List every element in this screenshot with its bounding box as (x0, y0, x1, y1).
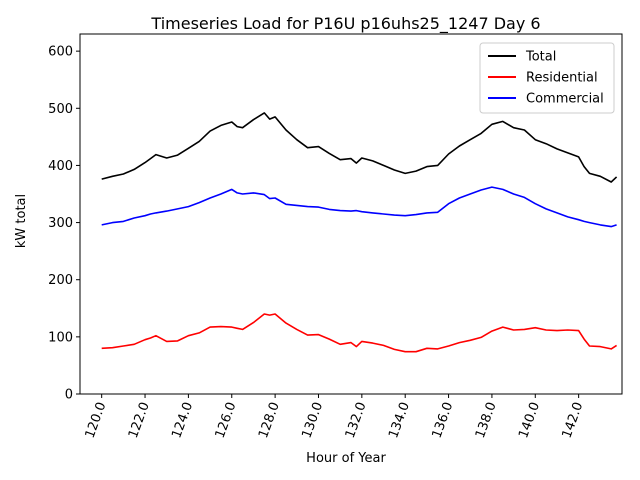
x-axis-label: Hour of Year (306, 451, 386, 466)
x-tick-label: 136.0 (429, 400, 456, 440)
x-tick-label: 142.0 (560, 400, 587, 440)
x-tick-label: 126.0 (213, 400, 240, 440)
legend: Total Residential Commercial (479, 42, 615, 114)
x-tick-label: 140.0 (516, 400, 543, 440)
x-tick-label: 138.0 (473, 400, 500, 440)
series-lines (101, 112, 618, 353)
plot-area-frame (79, 33, 623, 395)
x-tick-label: 122.0 (126, 400, 153, 440)
y-tick-label: 500 (48, 102, 73, 117)
y-ticks: 0 100 200 300 400 500 600 (48, 45, 80, 403)
x-tick-label: 134.0 (386, 400, 413, 440)
y-axis-label: kW total (14, 194, 29, 248)
chart-title: Timeseries Load for P16U p16uhs25_1247 D… (150, 14, 540, 34)
y-tick-label: 100 (48, 330, 73, 345)
legend-label-total: Total (525, 50, 556, 65)
legend-label-residential: Residential (526, 71, 598, 86)
legend-box (479, 42, 615, 114)
x-tick-label: 124.0 (169, 400, 196, 440)
y-tick-label: 200 (48, 273, 73, 288)
y-tick-label: 400 (48, 159, 73, 174)
x-tick-label: 128.0 (256, 400, 283, 440)
x-ticks: 120.0 122.0 124.0 126.0 128.0 130.0 132.0 134.0… (83, 394, 587, 440)
y-tick-label: 0 (65, 388, 73, 403)
series-line-commercial (101, 186, 617, 228)
x-tick-label: 132.0 (343, 400, 370, 440)
x-tick-label: 130.0 (299, 400, 326, 440)
x-tick-label: 120.0 (83, 400, 110, 440)
y-tick-label: 600 (48, 45, 73, 60)
y-tick-label: 300 (48, 216, 73, 231)
y-axis-label-group: kW total (14, 194, 29, 248)
legend-label-commercial: Commercial (526, 92, 604, 107)
series-line-residential (101, 313, 618, 353)
series-line-total (101, 112, 618, 183)
